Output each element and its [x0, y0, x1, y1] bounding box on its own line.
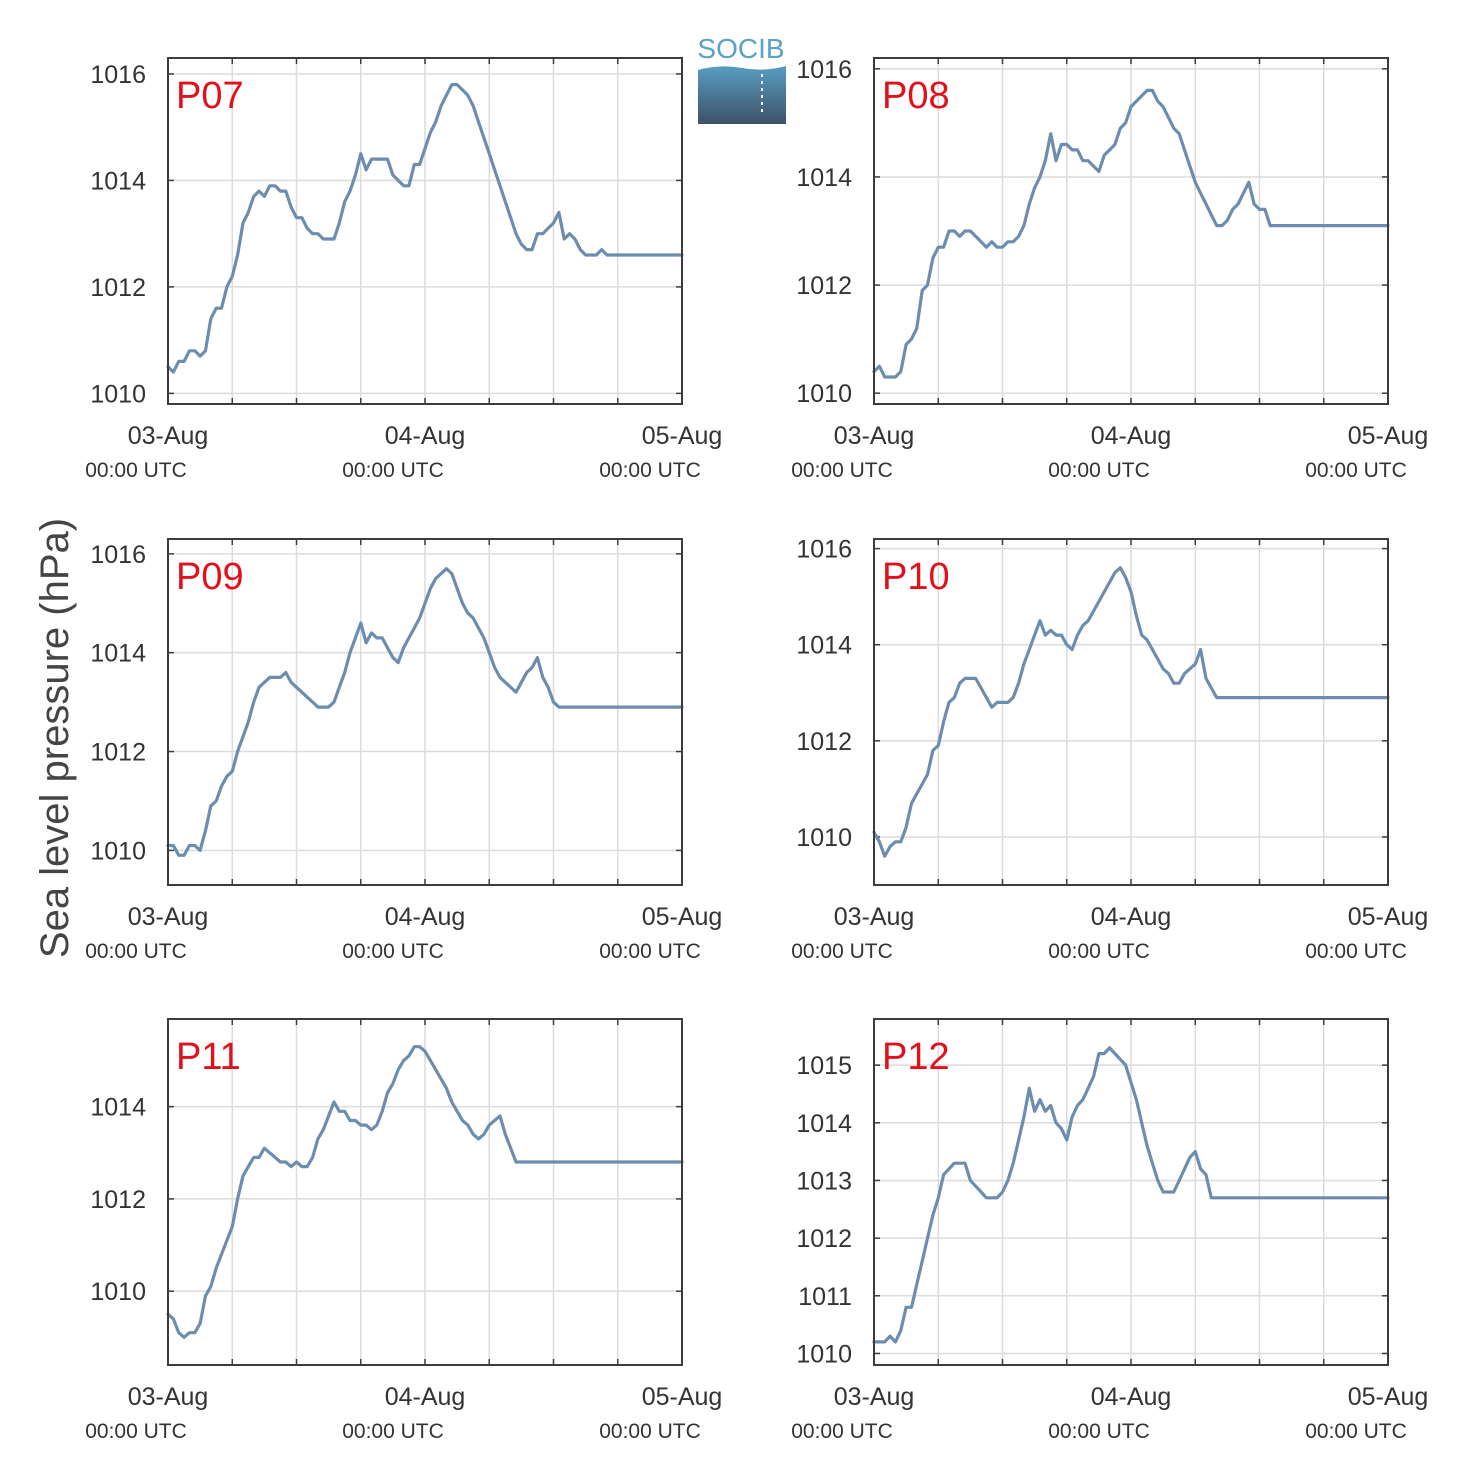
x-tick-sublabel: 00:00 UTC: [342, 940, 444, 963]
x-tick-sublabel: 00:00 UTC: [791, 459, 893, 482]
socib-logo: SOCIB: [697, 33, 786, 124]
x-tick-label: 04-Aug: [1091, 1383, 1172, 1411]
x-tick-sublabel: 00:00 UTC: [85, 459, 187, 482]
x-tick-label: 05-Aug: [642, 903, 723, 931]
x-tick-label: 03-Aug: [834, 1383, 915, 1411]
x-tick-sublabel: 00:00 UTC: [1048, 1420, 1150, 1443]
x-tick-sublabel: 00:00 UTC: [599, 940, 701, 963]
chart-panel-p09: 1010 1012 1014 1016 P09 03-Aug 00:00 UTC 04-Aug…: [85, 538, 723, 963]
panel-label: P12: [882, 1036, 950, 1078]
y-tick-label: 1014: [90, 167, 146, 195]
x-tick-label: 03-Aug: [128, 903, 209, 931]
y-tick-label: 1012: [796, 272, 852, 300]
y-axis-label: Sea level pressure (hPa): [33, 518, 77, 958]
y-tick-label: 1010: [90, 837, 146, 865]
y-tick-label: 1010: [796, 380, 852, 408]
x-tick-sublabel: 00:00 UTC: [342, 459, 444, 482]
panel-label: P08: [882, 75, 950, 117]
chart-panel-p10: 1010 1012 1014 1016 P10 03-Aug 00:00 UTC 04-Aug…: [791, 536, 1428, 963]
x-tick-sublabel: 00:00 UTC: [791, 1420, 893, 1443]
y-tick-label: 1010: [796, 1340, 852, 1368]
logo-wave-crest: [698, 62, 786, 70]
y-tick-label: 1014: [90, 1094, 146, 1122]
x-tick-label: 04-Aug: [385, 1383, 466, 1411]
x-tick-sublabel: 00:00 UTC: [599, 1420, 701, 1443]
x-tick-label: 05-Aug: [1348, 422, 1429, 450]
x-tick-sublabel: 00:00 UTC: [599, 459, 701, 482]
y-tick-label: 1012: [90, 274, 146, 302]
x-tick-label: 03-Aug: [128, 1383, 209, 1411]
pressure-series-line: [166, 567, 684, 857]
panel-label: P09: [176, 556, 244, 598]
plot-frame: [167, 538, 683, 886]
y-tick-label: 1012: [796, 1225, 852, 1253]
x-tick-sublabel: 00:00 UTC: [1305, 1420, 1407, 1443]
x-tick-sublabel: 00:00 UTC: [1048, 459, 1150, 482]
chart-panel-p11: 1010 1012 1014 P11 03-Aug 00:00 UTC 04-Aug 00:0…: [85, 1018, 723, 1443]
plot-frame: [873, 57, 1389, 405]
y-tick-label: 1016: [796, 56, 852, 84]
y-tick-label: 1016: [90, 541, 146, 569]
logo-text: SOCIB: [697, 33, 784, 64]
x-tick-label: 03-Aug: [128, 422, 209, 450]
y-tick-label: 1016: [796, 536, 852, 564]
pressure-series-line: [166, 83, 684, 374]
x-tick-label: 03-Aug: [834, 422, 915, 450]
plot-frame: [167, 57, 683, 405]
y-tick-label: 1011: [798, 1283, 852, 1311]
y-tick-label: 1010: [90, 380, 146, 408]
x-tick-sublabel: 00:00 UTC: [85, 940, 187, 963]
plot-frame: [873, 538, 1389, 886]
x-tick-label: 04-Aug: [385, 422, 466, 450]
pressure-series-line: [166, 1045, 684, 1339]
plot-frame: [167, 1018, 683, 1366]
logo-wave-block: [698, 62, 786, 124]
chart-panels: 1010 1012 1014 1016 P07 03-Aug 00:00 UTC 04-Aug…: [85, 56, 1428, 1443]
x-tick-label: 04-Aug: [1091, 903, 1172, 931]
x-tick-label: 03-Aug: [834, 903, 915, 931]
x-tick-label: 05-Aug: [642, 1383, 723, 1411]
y-tick-label: 1012: [90, 1186, 146, 1214]
chart-panel-p12: 1010 1011 1012 1013 1014 1015 P12 03-Aug 00:00 U…: [791, 1018, 1429, 1443]
x-tick-label: 05-Aug: [642, 422, 723, 450]
x-tick-sublabel: 00:00 UTC: [1305, 459, 1407, 482]
plot-frame: [873, 1018, 1389, 1366]
y-tick-label: 1014: [796, 632, 852, 660]
y-tick-label: 1012: [90, 739, 146, 767]
y-tick-label: 1014: [796, 1110, 852, 1138]
x-tick-sublabel: 00:00 UTC: [342, 1420, 444, 1443]
x-tick-label: 04-Aug: [385, 903, 466, 931]
x-tick-sublabel: 00:00 UTC: [791, 940, 893, 963]
chart-panel-p08: 1010 1012 1014 1016 P08 03-Aug 00:00 UTC 04-Aug…: [791, 56, 1428, 482]
x-tick-label: 04-Aug: [1091, 422, 1172, 450]
chart-panel-p07: 1010 1012 1014 1016 P07 03-Aug 00:00 UTC 04-Aug…: [85, 57, 723, 482]
pressure-series-line: [872, 566, 1390, 858]
x-tick-sublabel: 00:00 UTC: [1305, 940, 1407, 963]
x-tick-label: 05-Aug: [1348, 1383, 1429, 1411]
y-tick-label: 1014: [796, 164, 852, 192]
y-tick-label: 1010: [796, 824, 852, 852]
y-tick-label: 1015: [796, 1052, 852, 1080]
y-tick-label: 1016: [90, 61, 146, 89]
panel-label: P07: [176, 75, 244, 117]
y-tick-label: 1010: [90, 1278, 146, 1306]
y-tick-label: 1012: [796, 728, 852, 756]
x-tick-sublabel: 00:00 UTC: [85, 1420, 187, 1443]
x-tick-label: 05-Aug: [1348, 903, 1429, 931]
pressure-series-line: [872, 1046, 1390, 1344]
y-tick-label: 1013: [796, 1167, 852, 1195]
x-tick-sublabel: 00:00 UTC: [1048, 940, 1150, 963]
panel-label: P11: [176, 1036, 241, 1078]
pressure-series-line: [872, 88, 1390, 379]
panel-label: P10: [882, 556, 950, 598]
y-tick-label: 1014: [90, 640, 146, 668]
